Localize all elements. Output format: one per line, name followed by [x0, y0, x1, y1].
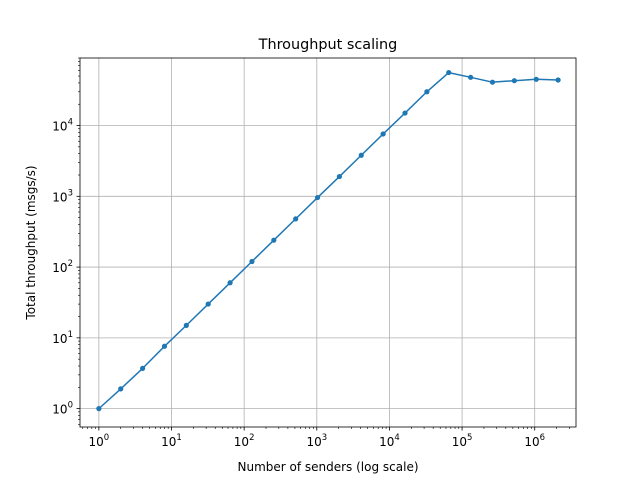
- data-point: [446, 69, 452, 76]
- data-point: [489, 79, 496, 85]
- major-ticks: [76, 125, 536, 431]
- data-point: [314, 194, 321, 201]
- data-point: [183, 322, 189, 328]
- data-point: [293, 216, 299, 222]
- grid-lines: [80, 58, 576, 427]
- data-point: [555, 77, 561, 83]
- data-point: [358, 152, 364, 158]
- chart-title: Throughput scaling: [258, 37, 398, 53]
- y-axis-label: Total throughput (msgs/s): [24, 165, 38, 320]
- data-point: [424, 89, 430, 95]
- x-tick-label: 103: [306, 433, 327, 449]
- x-axis-label: Number of senders (log scale): [237, 460, 418, 474]
- y-tick-label: 102: [52, 259, 73, 275]
- x-tick-label: 100: [89, 433, 110, 449]
- data-point: [96, 406, 102, 412]
- y-tick-label: 100: [52, 401, 73, 417]
- x-tick-label: 105: [452, 433, 473, 449]
- plot-frame: [79, 57, 577, 428]
- data-point: [468, 74, 474, 80]
- data-point: [271, 237, 277, 243]
- data-point: [402, 110, 408, 116]
- series-group: [96, 69, 561, 412]
- x-tick-label: 101: [161, 433, 182, 449]
- y-tick-label: 101: [52, 330, 73, 346]
- data-point: [533, 76, 539, 82]
- data-point: [227, 280, 233, 286]
- data-point: [511, 78, 517, 84]
- data-point: [161, 343, 168, 349]
- tick-labels: 100 101 102 103 104 105 106 100 101 102 103 104: [52, 118, 545, 449]
- y-tick-label: 103: [52, 188, 73, 204]
- data-point: [139, 365, 146, 372]
- series-line: [98, 71, 559, 410]
- data-point: [249, 258, 255, 265]
- data-point: [205, 301, 211, 307]
- data-point: [118, 386, 124, 392]
- x-tick-label: 106: [524, 433, 545, 449]
- data-point: [380, 131, 386, 137]
- x-tick-label: 104: [379, 433, 400, 449]
- y-tick-label: 104: [52, 118, 73, 134]
- data-point: [336, 173, 343, 180]
- x-tick-label: 102: [234, 433, 255, 449]
